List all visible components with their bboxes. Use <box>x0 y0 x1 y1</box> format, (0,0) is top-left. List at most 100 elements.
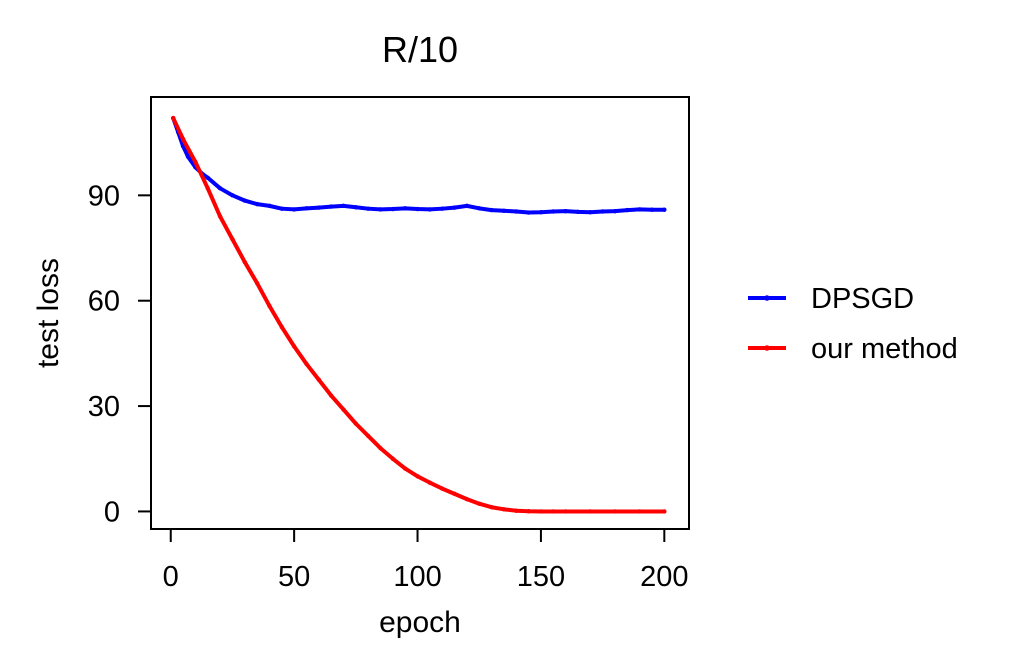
data-point <box>402 206 408 211</box>
data-point <box>563 208 568 214</box>
data-point <box>316 377 322 382</box>
data-point <box>440 486 445 491</box>
data-point <box>402 466 408 471</box>
data-point <box>649 207 655 212</box>
data-point <box>625 207 630 213</box>
data-point <box>279 206 284 211</box>
data-point <box>575 209 581 215</box>
data-point <box>205 186 210 191</box>
series-dpsgd-line <box>171 116 667 215</box>
data-point <box>501 507 507 512</box>
data-point <box>279 324 284 330</box>
y-tick-label: 90 <box>88 180 120 212</box>
data-point <box>538 210 544 215</box>
y-tick-label: 0 <box>104 496 120 528</box>
data-point <box>551 209 556 214</box>
data-point <box>427 207 433 212</box>
data-point <box>427 480 433 485</box>
data-point <box>612 509 618 514</box>
data-point <box>538 509 544 514</box>
data-point <box>328 204 334 209</box>
series-our-method-line <box>171 116 667 514</box>
x-axis-label: epoch <box>379 606 461 639</box>
data-point <box>489 207 494 213</box>
legend-marker <box>764 295 770 301</box>
data-point <box>242 259 247 265</box>
data-point <box>171 115 176 121</box>
y-tick-label: 30 <box>88 391 120 423</box>
data-point <box>563 509 568 514</box>
data-point <box>217 214 223 219</box>
data-point <box>304 206 309 211</box>
data-point <box>254 201 260 207</box>
data-point <box>316 205 322 210</box>
data-point <box>390 456 396 461</box>
data-point <box>526 210 531 215</box>
series-layer <box>171 115 667 514</box>
x-tick-label: 50 <box>278 561 310 593</box>
data-point <box>230 193 235 198</box>
data-point <box>551 509 556 514</box>
data-point <box>242 198 247 203</box>
data-point <box>185 154 191 159</box>
data-point <box>440 206 445 211</box>
data-point <box>365 206 371 211</box>
data-point <box>526 509 531 514</box>
legend-label: our method <box>811 333 958 365</box>
data-point <box>291 344 297 349</box>
data-point <box>477 501 482 506</box>
data-point <box>217 186 223 191</box>
data-point <box>662 207 667 212</box>
data-point <box>588 509 593 514</box>
data-point <box>514 209 519 214</box>
x-tick-label: 100 <box>393 561 441 593</box>
data-point <box>353 205 359 210</box>
data-point <box>452 491 457 497</box>
legend-marker <box>764 345 770 351</box>
data-point <box>341 203 346 209</box>
y-axis: 0 30 60 90 <box>88 180 151 528</box>
data-point <box>464 496 470 502</box>
legend-item: our method <box>748 333 958 365</box>
legend: DPSGD our method <box>748 283 958 365</box>
data-point <box>378 446 383 451</box>
data-point <box>193 159 198 165</box>
data-point <box>267 303 272 309</box>
data-point <box>600 209 605 214</box>
legend-item: DPSGD <box>748 283 914 315</box>
data-point <box>588 210 593 215</box>
data-point <box>365 433 371 439</box>
data-point <box>267 203 272 209</box>
legend-label: DPSGD <box>811 283 914 315</box>
chart-title: R/10 <box>382 29 458 70</box>
x-tick-label: 200 <box>640 561 688 593</box>
data-point <box>328 393 334 398</box>
data-point <box>637 509 642 514</box>
data-point <box>180 136 186 142</box>
data-point <box>612 208 618 214</box>
data-point <box>291 207 297 212</box>
data-point <box>662 509 667 514</box>
y-tick-label: 60 <box>88 286 120 318</box>
data-point <box>464 203 470 209</box>
data-point <box>489 505 494 510</box>
data-point <box>637 207 642 212</box>
x-tick-label: 150 <box>517 561 565 593</box>
plot-area-frame <box>150 96 690 530</box>
x-tick-label: 0 <box>163 561 179 593</box>
data-point <box>205 175 210 180</box>
data-point <box>415 474 420 479</box>
data-point <box>477 206 482 211</box>
data-point <box>341 407 346 412</box>
data-point <box>514 508 519 513</box>
data-point <box>254 280 260 286</box>
data-point <box>501 208 507 213</box>
data-point <box>304 361 309 367</box>
data-point <box>230 237 235 242</box>
x-axis: 0 50 100 150 200 <box>163 529 689 593</box>
data-point <box>353 421 359 426</box>
data-point <box>452 205 457 210</box>
data-point <box>378 207 383 212</box>
data-point <box>390 206 396 212</box>
